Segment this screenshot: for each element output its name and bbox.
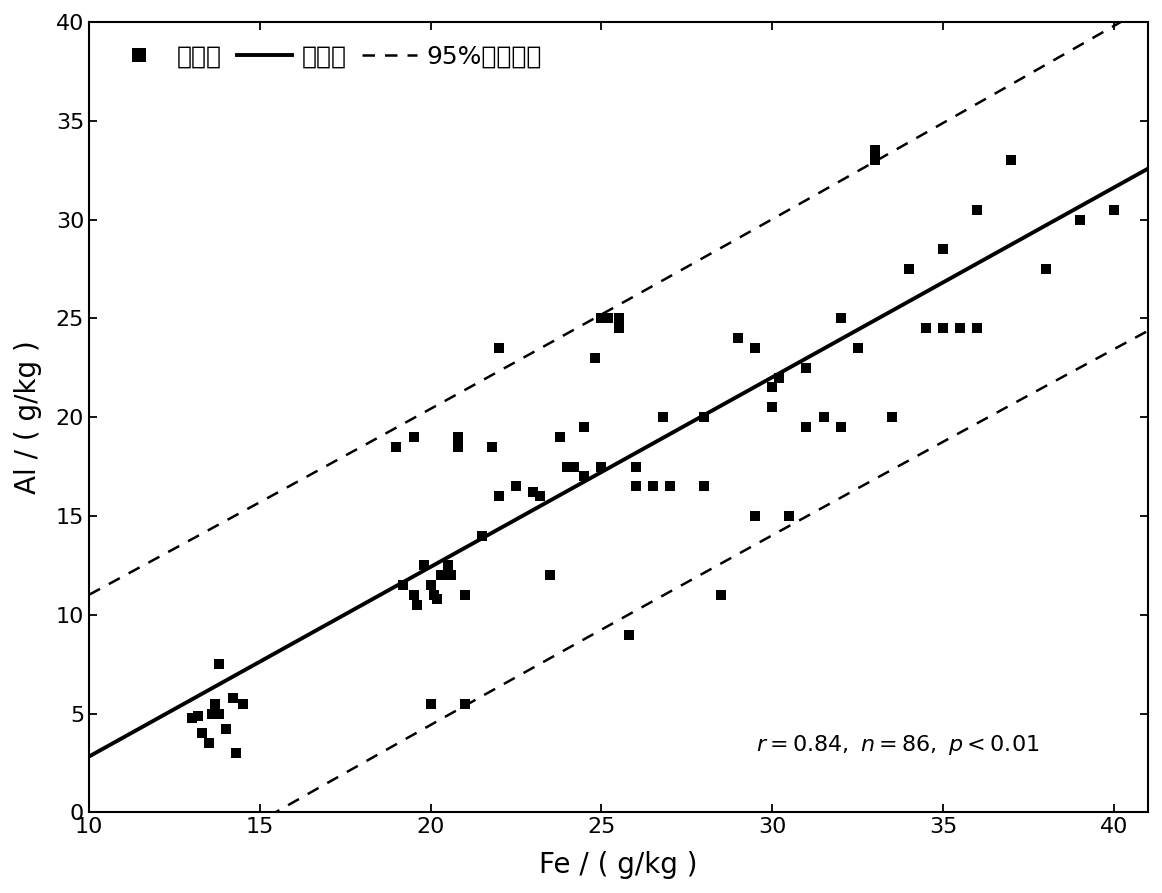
Point [206,697,224,711]
Point [428,592,446,606]
Point [234,697,252,711]
Point [770,371,789,385]
Point [422,578,440,592]
Point [1105,203,1124,217]
Point [899,262,918,276]
Point [422,697,440,711]
Point [425,588,444,602]
Point [575,420,594,434]
Point [831,420,849,434]
Point [216,722,235,737]
Point [524,485,543,499]
Text: $r = 0.84,\ n = 86,\ p < 0.01$: $r = 0.84,\ n = 86,\ p < 0.01$ [756,733,1040,757]
Point [654,410,673,424]
Point [209,657,228,672]
Point [541,568,560,582]
Point [763,380,782,395]
Point [223,690,242,705]
Point [626,480,645,494]
Point [1002,153,1020,167]
Point [182,710,201,724]
Point [586,351,604,365]
Point [593,311,611,325]
Point [763,400,782,414]
Point [951,321,969,336]
Point [848,341,867,355]
Point [593,459,611,473]
Point [899,262,918,276]
Point [442,568,460,582]
Legend: 样本点, 回归线, 95%置信区间: 样本点, 回归线, 95%置信区间 [101,35,552,79]
Point [202,706,221,721]
Point [431,568,450,582]
Point [609,311,627,325]
Point [815,410,833,424]
Point [456,588,474,602]
Point [575,469,594,483]
Point [189,708,208,722]
Point [746,509,765,523]
Point [695,480,713,494]
Point [626,459,645,473]
Point [565,459,583,473]
Point [408,597,426,612]
Point [483,439,502,454]
Point [644,480,662,494]
Point [934,242,953,256]
Point [600,311,618,325]
Point [746,341,765,355]
Point [968,321,987,336]
Point [438,558,457,572]
Point [660,480,679,494]
Y-axis label: Al / ( g/kg ): Al / ( g/kg ) [14,340,42,494]
Point [1070,213,1089,227]
Point [449,439,467,454]
Point [415,558,433,572]
Point [1037,262,1055,276]
Point [473,529,492,543]
Point [883,410,902,424]
Point [404,430,423,444]
Point [917,321,935,336]
Point [831,311,849,325]
Point [797,361,816,375]
Point [489,489,508,504]
Point [866,153,884,167]
Point [619,628,638,642]
Point [551,430,569,444]
Point [456,697,474,711]
Point [866,143,884,157]
Point [797,420,816,434]
Point [780,509,798,523]
Point [507,480,525,494]
Point [695,410,713,424]
Point [193,726,211,740]
Point [387,439,406,454]
Point [394,578,413,592]
Point [489,341,508,355]
Point [200,736,218,750]
Point [968,203,987,217]
Point [934,321,953,336]
Point [404,588,423,602]
Point [551,430,569,444]
Point [209,706,228,721]
Point [712,588,731,602]
Point [227,746,245,760]
Point [558,459,576,473]
Point [531,489,550,504]
X-axis label: Fe / ( g/kg ): Fe / ( g/kg ) [539,851,698,879]
Point [449,430,467,444]
Point [729,331,747,346]
Point [609,321,627,336]
